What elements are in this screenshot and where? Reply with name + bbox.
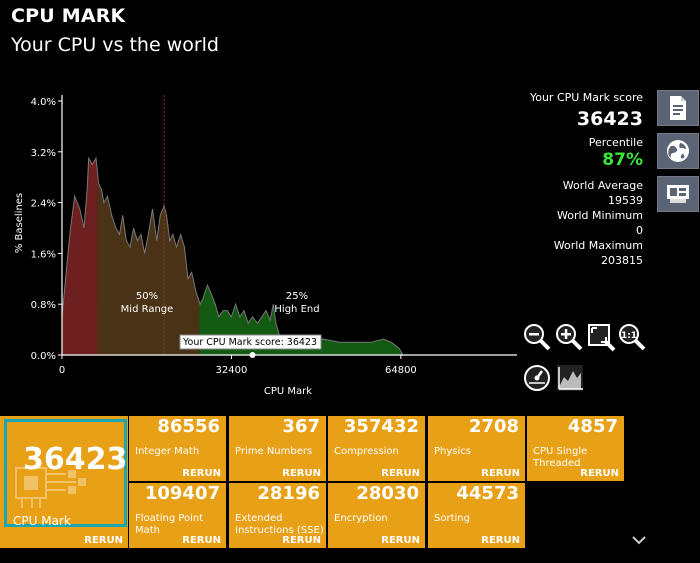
score-marker: Your CPU Mark score: 36423	[179, 334, 322, 358]
score-marker-dot	[249, 352, 256, 358]
annotation-high-pct: 25%	[286, 291, 308, 302]
y-tick-label: 0.0%	[31, 351, 56, 362]
x-axis-label: CPU Mark	[264, 386, 312, 397]
percentile-value: 87%	[602, 150, 643, 170]
rerun-button[interactable]: RERUN	[481, 535, 520, 546]
rerun-button[interactable]: RERUN	[381, 468, 420, 479]
annotation-mid-pct: 50%	[136, 291, 158, 302]
tile-name: Compression	[334, 446, 399, 457]
rerun-button[interactable]: RERUN	[381, 535, 420, 546]
benchmark-tile-cpu-single-threaded[interactable]: 4857 CPU Single Threaded RERUN	[527, 416, 624, 481]
cpu-chip-icon	[15, 467, 86, 508]
world-minimum-value: 0	[636, 224, 643, 237]
page-subtitle: Your CPU vs the world	[11, 34, 219, 56]
score-value: 36423	[576, 108, 643, 130]
gauge-button[interactable]	[522, 363, 552, 393]
gauge-icon	[524, 365, 550, 391]
x-tick-label: 64800	[385, 365, 417, 376]
rerun-button[interactable]: RERUN	[282, 468, 321, 479]
cpu-mark-tile-value: 36423	[23, 442, 128, 477]
zoom-in-icon	[556, 324, 583, 351]
distribution-area-segment	[62, 158, 98, 355]
score-label: Your CPU Mark score	[529, 91, 643, 104]
tile-name: Sorting	[434, 513, 470, 524]
benchmark-tile-sorting[interactable]: 44573 Sorting RERUN	[428, 483, 525, 548]
tile-value: 2708	[468, 416, 519, 437]
annotation-high-label: High End	[274, 304, 319, 315]
tile-name: Integer Math	[135, 446, 200, 457]
report-icon	[670, 96, 686, 120]
world-average-label: World Average	[562, 179, 643, 192]
benchmark-tile-floating-point-math[interactable]: 109407 Floating Point Math RERUN	[129, 483, 226, 548]
distribution-area-segment	[97, 173, 200, 355]
rerun-button[interactable]: RERUN	[182, 535, 221, 546]
annotation-mid-label: Mid Range	[121, 304, 174, 315]
tile-name: Extended Instructions (SSE)	[235, 513, 324, 536]
percentile-label: Percentile	[588, 136, 643, 149]
rerun-button[interactable]: RERUN	[282, 535, 321, 546]
y-axis-label: % Baselines	[14, 193, 25, 253]
cpu-mark-rerun-button[interactable]: RERUN	[84, 535, 123, 546]
world-minimum-label: World Minimum	[557, 209, 643, 222]
page-title: CPU MARK	[11, 5, 126, 27]
score-marker-label: Your CPU Mark score: 36423	[182, 337, 317, 348]
distribution-line	[61, 156, 404, 356]
zoom-out-icon	[524, 324, 551, 351]
zoom-in-button[interactable]	[554, 322, 584, 352]
world-button[interactable]	[657, 133, 699, 169]
world-maximum-label: World Maximum	[553, 239, 643, 252]
tile-value: 44573	[456, 483, 519, 504]
distribution-chart: 4.0% 3.2% 2.4% 1.6% 0.8% 0.0% 0 32400 64800 % B…	[14, 95, 517, 397]
zoom-fit-button[interactable]	[586, 322, 616, 352]
tile-name: Prime Numbers	[235, 446, 313, 457]
score-stats: Your CPU Mark score 36423 Percentile 87%…	[530, 90, 643, 268]
tile-value: 357432	[343, 416, 419, 437]
y-tick-label: 3.2%	[31, 148, 56, 159]
chart-icon	[557, 365, 583, 391]
benchmark-tile-prime-numbers[interactable]: 367 Prime Numbers RERUN	[229, 416, 326, 481]
cpu-mark-tile-name: CPU Mark	[13, 514, 71, 528]
tile-value: 28030	[356, 483, 419, 504]
zoom-actual-button[interactable]: 1:1	[617, 322, 647, 352]
cpu-mark-tile[interactable]: 36423 CPU Mark RERUN	[0, 416, 128, 548]
tile-name: CPU Single Threaded	[533, 446, 588, 469]
benchmark-tile-integer-math[interactable]: 86556 Integer Math RERUN	[129, 416, 226, 481]
hardware-button[interactable]	[657, 176, 699, 212]
tile-value: 4857	[567, 416, 618, 437]
svg-text:1:1: 1:1	[621, 331, 637, 341]
scroll-down-button[interactable]	[632, 533, 646, 549]
zoom-actual-icon: 1:1	[619, 324, 646, 351]
tile-value: 86556	[157, 416, 220, 437]
x-tick-label: 32400	[216, 365, 248, 376]
y-tick-label: 0.8%	[31, 300, 56, 311]
zoom-out-button[interactable]	[522, 322, 552, 352]
y-tick-label: 4.0%	[31, 97, 56, 108]
tile-name: Physics	[434, 446, 471, 457]
chart-button[interactable]	[555, 363, 585, 393]
chevron-down-icon	[632, 536, 646, 545]
tile-value: 367	[282, 416, 320, 437]
rerun-button[interactable]: RERUN	[182, 468, 221, 479]
hardware-card-icon	[667, 185, 689, 203]
tile-value: 109407	[144, 483, 220, 504]
benchmark-tile-compression[interactable]: 357432 Compression RERUN	[328, 416, 425, 481]
cpu-mark-tile-highlight: 36423 CPU Mark	[4, 419, 128, 528]
report-button[interactable]	[657, 90, 699, 126]
globe-icon	[667, 140, 689, 162]
zoom-fit-icon	[588, 324, 616, 352]
y-tick-label: 1.6%	[31, 249, 56, 260]
tile-name: Floating Point Math	[135, 513, 204, 536]
world-maximum-value: 203815	[601, 254, 643, 267]
tile-value: 28196	[257, 483, 320, 504]
tile-name: Encryption	[334, 513, 388, 524]
benchmark-tile-physics[interactable]: 2708 Physics RERUN	[428, 416, 525, 481]
world-average-value: 19539	[608, 194, 643, 207]
benchmark-tile-encryption[interactable]: 28030 Encryption RERUN	[328, 483, 425, 548]
rerun-button[interactable]: RERUN	[580, 468, 619, 479]
rerun-button[interactable]: RERUN	[481, 468, 520, 479]
x-tick-label: 0	[59, 365, 65, 376]
benchmark-tile-extended-instructions-sse[interactable]: 28196 Extended Instructions (SSE) RERUN	[229, 483, 326, 548]
y-tick-label: 2.4%	[31, 199, 56, 210]
